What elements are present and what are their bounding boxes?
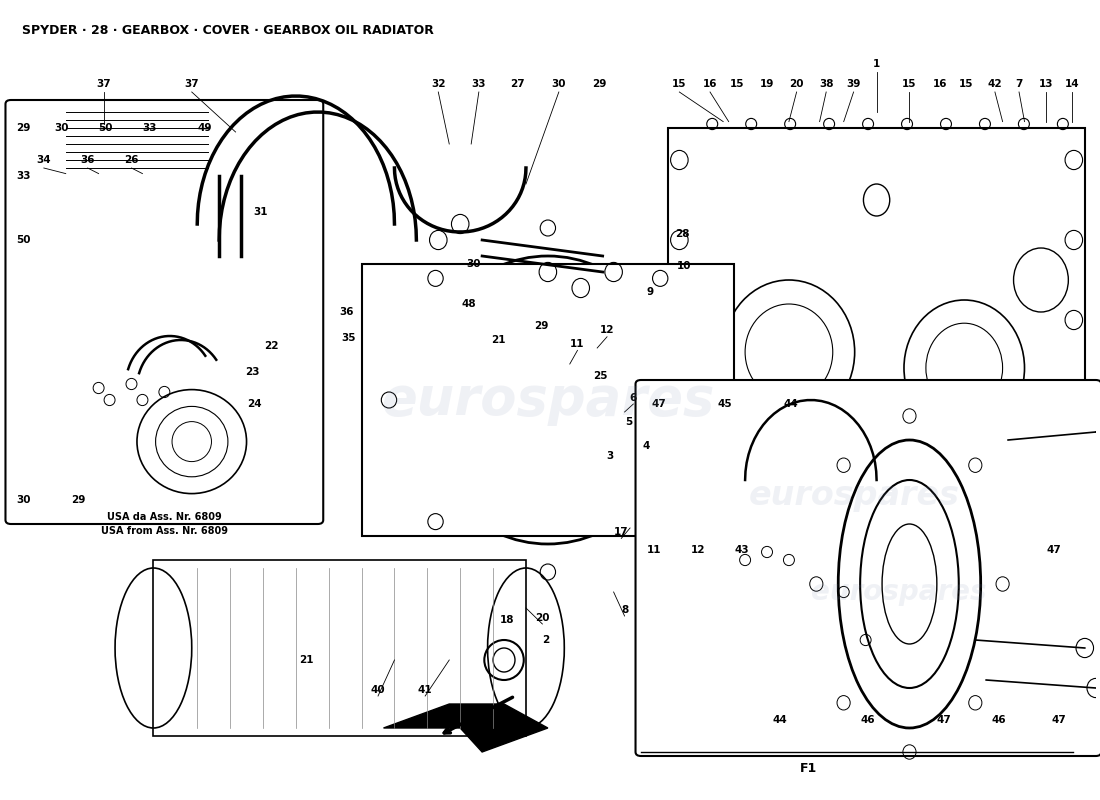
Text: 20: 20 bbox=[535, 613, 550, 622]
Text: 29: 29 bbox=[592, 79, 606, 89]
Text: 46: 46 bbox=[860, 715, 875, 725]
Text: 15: 15 bbox=[902, 79, 916, 89]
Bar bbox=[669, 128, 1085, 544]
Text: 39: 39 bbox=[846, 79, 861, 89]
Text: 17: 17 bbox=[614, 527, 628, 537]
Text: 7: 7 bbox=[1015, 79, 1023, 89]
Text: 38: 38 bbox=[818, 79, 834, 89]
Text: 42: 42 bbox=[988, 79, 1002, 89]
Text: 48: 48 bbox=[462, 299, 476, 309]
Text: 30: 30 bbox=[16, 495, 31, 505]
Text: 13: 13 bbox=[1040, 79, 1054, 89]
Text: 6: 6 bbox=[629, 393, 637, 402]
Text: 9: 9 bbox=[646, 287, 653, 297]
Text: 29: 29 bbox=[535, 322, 549, 331]
Text: 50: 50 bbox=[99, 123, 113, 133]
Text: SPYDER · 28 · GEARBOX · COVER · GEARBOX OIL RADIATOR: SPYDER · 28 · GEARBOX · COVER · GEARBOX … bbox=[22, 24, 433, 37]
Polygon shape bbox=[384, 704, 548, 752]
Text: 46: 46 bbox=[991, 715, 1006, 725]
Text: 15: 15 bbox=[730, 79, 745, 89]
Text: 26: 26 bbox=[124, 155, 139, 165]
Text: 30: 30 bbox=[55, 123, 69, 133]
Bar bbox=[55, 104, 219, 176]
Text: 21: 21 bbox=[492, 335, 506, 345]
Text: 15: 15 bbox=[959, 79, 974, 89]
Text: USA da Ass. Nr. 6809: USA da Ass. Nr. 6809 bbox=[107, 512, 222, 522]
Text: 16: 16 bbox=[703, 79, 717, 89]
Text: 1: 1 bbox=[873, 59, 880, 69]
Text: 36: 36 bbox=[339, 307, 353, 317]
Text: 44: 44 bbox=[772, 715, 788, 725]
Bar bbox=[153, 560, 526, 736]
Text: 33: 33 bbox=[16, 171, 31, 181]
Bar bbox=[362, 264, 734, 536]
Text: 29: 29 bbox=[16, 123, 31, 133]
Text: 32: 32 bbox=[431, 79, 446, 89]
Text: 21: 21 bbox=[299, 655, 315, 665]
Text: 20: 20 bbox=[790, 79, 804, 89]
FancyBboxPatch shape bbox=[6, 100, 323, 524]
Text: 47: 47 bbox=[652, 399, 667, 409]
Text: 19: 19 bbox=[760, 79, 774, 89]
Text: USA from Ass. Nr. 6809: USA from Ass. Nr. 6809 bbox=[101, 526, 228, 537]
Text: 4: 4 bbox=[642, 441, 650, 450]
Text: 33: 33 bbox=[472, 79, 486, 89]
Text: 2: 2 bbox=[542, 635, 549, 645]
Text: 33: 33 bbox=[142, 123, 157, 133]
Text: 3: 3 bbox=[607, 451, 614, 461]
Text: eurospares: eurospares bbox=[382, 374, 715, 426]
Text: 8: 8 bbox=[620, 605, 628, 614]
Text: 45: 45 bbox=[717, 399, 733, 409]
Text: 11: 11 bbox=[570, 339, 585, 349]
Text: 37: 37 bbox=[97, 79, 111, 89]
Text: 28: 28 bbox=[675, 229, 690, 238]
Text: 36: 36 bbox=[80, 155, 95, 165]
Text: 40: 40 bbox=[371, 685, 385, 694]
Text: 24: 24 bbox=[246, 399, 262, 409]
Text: 35: 35 bbox=[341, 333, 355, 342]
Text: 41: 41 bbox=[418, 685, 432, 694]
Text: 5: 5 bbox=[625, 417, 632, 426]
Text: 49: 49 bbox=[197, 123, 211, 133]
Text: 50: 50 bbox=[16, 235, 31, 245]
Text: 25: 25 bbox=[593, 371, 607, 381]
FancyBboxPatch shape bbox=[636, 380, 1100, 756]
Text: eurospares: eurospares bbox=[749, 479, 960, 513]
Text: 30: 30 bbox=[466, 259, 481, 269]
Text: 10: 10 bbox=[676, 261, 691, 270]
Text: eurospares: eurospares bbox=[811, 578, 987, 606]
Text: 12: 12 bbox=[600, 326, 614, 335]
Text: F1: F1 bbox=[800, 762, 817, 774]
Text: 23: 23 bbox=[245, 367, 260, 377]
Text: 43: 43 bbox=[734, 545, 749, 554]
Text: 44: 44 bbox=[783, 399, 799, 409]
Text: 34: 34 bbox=[36, 155, 51, 165]
Text: 12: 12 bbox=[691, 545, 705, 554]
Text: 15: 15 bbox=[672, 79, 686, 89]
Text: 37: 37 bbox=[185, 79, 199, 89]
Text: 18: 18 bbox=[500, 615, 515, 625]
Text: 29: 29 bbox=[72, 495, 86, 505]
Text: 27: 27 bbox=[510, 79, 525, 89]
Text: 47: 47 bbox=[1046, 545, 1062, 554]
Text: 11: 11 bbox=[647, 545, 661, 554]
Text: 31: 31 bbox=[253, 207, 268, 217]
Text: 47: 47 bbox=[937, 715, 952, 725]
Text: 22: 22 bbox=[264, 341, 279, 350]
Text: 47: 47 bbox=[1052, 715, 1067, 725]
Text: 30: 30 bbox=[551, 79, 566, 89]
Text: 16: 16 bbox=[933, 79, 947, 89]
Text: 14: 14 bbox=[1065, 79, 1079, 89]
